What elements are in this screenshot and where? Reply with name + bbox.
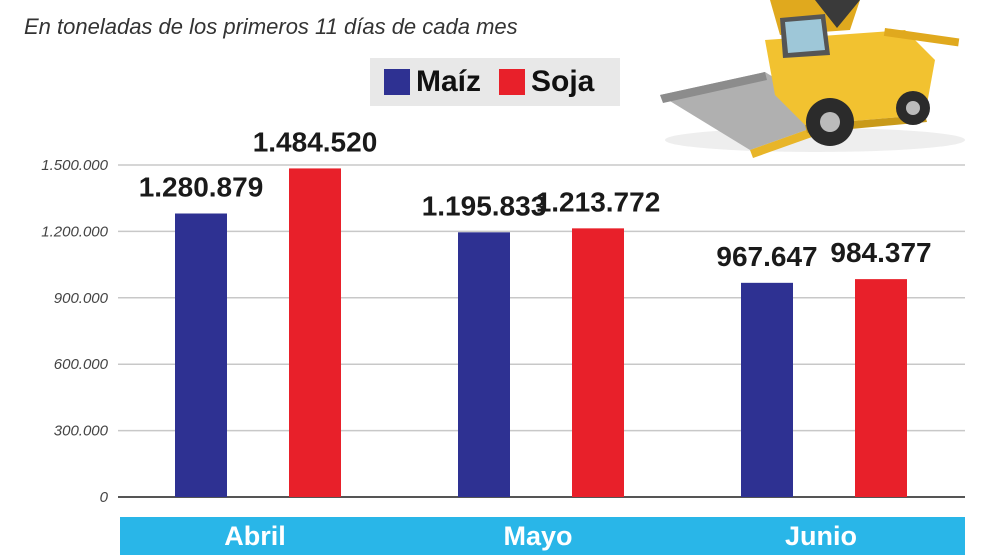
value-label-maiz-junio: 967.647 xyxy=(716,241,817,272)
legend-label-maiz: Maíz xyxy=(416,65,482,98)
y-tick-label: 300.000 xyxy=(54,423,109,440)
chart-subtitle: En toneladas de los primeros 11 días de … xyxy=(24,14,518,39)
bar-soja-abril xyxy=(289,168,341,497)
bar-maiz-mayo xyxy=(458,232,510,497)
y-tick-label: 1.200.000 xyxy=(41,223,108,240)
combine-harvester-icon xyxy=(660,0,965,158)
y-tick-label: 0 xyxy=(100,489,109,506)
legend-label-soja: Soja xyxy=(531,65,595,98)
bar-maiz-junio xyxy=(741,282,793,497)
y-tick-label: 1.500.000 xyxy=(41,157,108,174)
value-label-soja-abril: 1.484.520 xyxy=(253,126,378,157)
value-label-maiz-mayo: 1.195.833 xyxy=(422,190,547,221)
bar-soja-junio xyxy=(855,279,907,497)
bar-maiz-abril xyxy=(175,213,227,497)
y-tick-label: 600.000 xyxy=(54,356,109,373)
legend-swatch-maiz xyxy=(384,69,410,95)
x-tick-label-abril: Abril xyxy=(224,521,286,551)
category-band xyxy=(120,517,965,555)
y-tick-label: 900.000 xyxy=(54,290,109,307)
chart-legend: Maíz Soja xyxy=(370,58,620,106)
legend-item-maiz: Maíz xyxy=(384,65,481,99)
bar-soja-mayo xyxy=(572,228,624,497)
legend-item-soja: Soja xyxy=(499,65,594,99)
legend-swatch-soja xyxy=(499,69,526,95)
x-tick-label-junio: Junio xyxy=(785,521,857,551)
value-label-maiz-abril: 1.280.879 xyxy=(139,171,264,202)
value-label-soja-junio: 984.377 xyxy=(830,237,931,268)
value-label-soja-mayo: 1.213.772 xyxy=(536,186,661,217)
x-tick-label-mayo: Mayo xyxy=(503,521,572,551)
